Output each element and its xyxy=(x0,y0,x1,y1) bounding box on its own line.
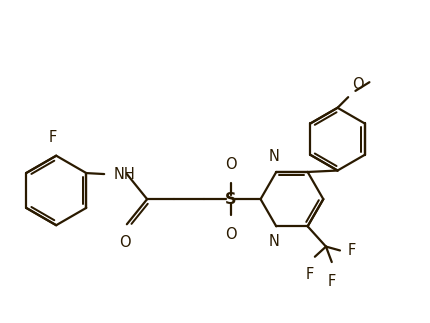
Text: F: F xyxy=(347,243,355,258)
Text: F: F xyxy=(327,274,335,289)
Text: O: O xyxy=(224,157,236,172)
Text: S: S xyxy=(224,192,236,207)
Text: O: O xyxy=(224,227,236,242)
Text: F: F xyxy=(305,267,313,282)
Text: N: N xyxy=(268,234,279,249)
Text: NH: NH xyxy=(114,167,135,182)
Text: O: O xyxy=(351,77,363,92)
Text: N: N xyxy=(268,149,279,164)
Text: O: O xyxy=(118,235,130,250)
Text: F: F xyxy=(48,130,56,145)
